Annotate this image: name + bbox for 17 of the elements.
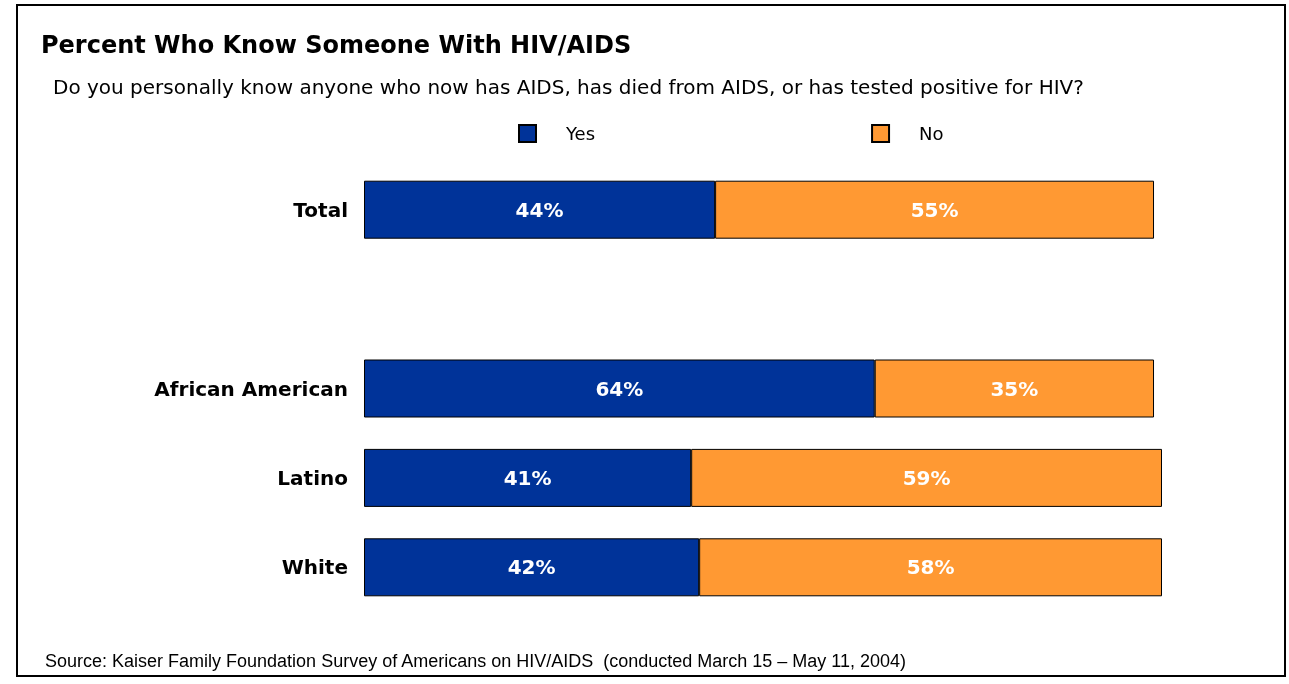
legend-label: Yes — [565, 123, 596, 144]
legend-label: No — [919, 123, 944, 144]
chart-subtitle: Do you personally know anyone who now has AIDS, has died from AIDS, or has tested positive for HIV? — [53, 75, 1084, 99]
y-tick-label: Latino — [277, 465, 348, 490]
data-label: 42% — [507, 555, 556, 580]
data-label: 41% — [503, 465, 552, 490]
data-label: 64% — [595, 376, 644, 401]
data-label: 59% — [902, 465, 951, 490]
data-label: 58% — [906, 555, 955, 580]
y-tick-label: African American — [154, 376, 348, 401]
data-label: 44% — [515, 197, 564, 222]
source-note: Source: Kaiser Family Foundation Survey of Americans on HIV/AIDS (conducted March 15 – May 11, 2004) — [45, 650, 907, 671]
y-tick-label: White — [281, 555, 348, 580]
y-tick-label: Total — [293, 197, 348, 222]
data-label: 35% — [990, 376, 1039, 401]
chart-title: Percent Who Know Someone With HIV/AIDS — [41, 31, 632, 59]
data-label: 55% — [910, 197, 959, 222]
